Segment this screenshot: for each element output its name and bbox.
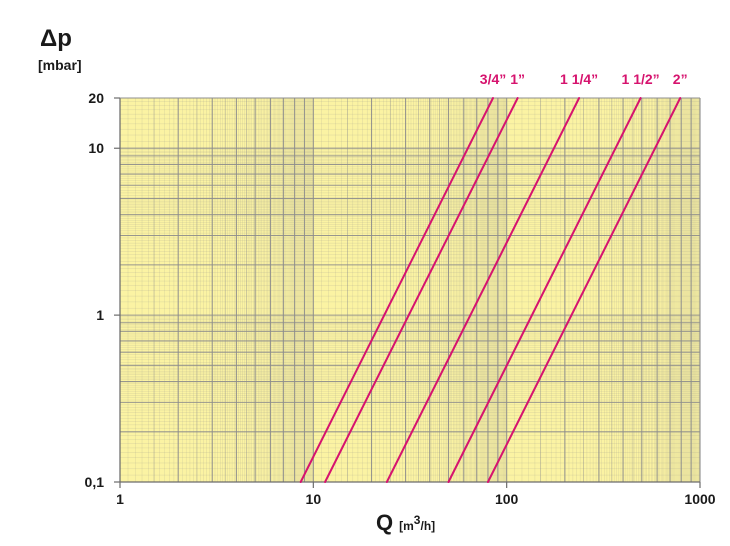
y-tick-label: 20	[88, 90, 104, 106]
grid-minor	[120, 98, 700, 482]
x-axis-title: Q [m3/h]	[376, 510, 435, 535]
x-axis-unit-pre: [m	[399, 519, 414, 533]
series-line-3	[447, 97, 642, 483]
x-axis-unit-sup: 3	[414, 513, 421, 527]
x-tick-label: 1	[116, 491, 124, 507]
series-line-4	[486, 97, 682, 483]
y-tick-labels: 0,1 1 10 20	[85, 90, 120, 490]
series-label-4: 2”	[673, 71, 688, 87]
series-label-0: 3/4”	[480, 71, 506, 87]
series-label-3: 1 1/2”	[622, 71, 660, 87]
x-tick-label: 100	[495, 491, 519, 507]
x-axis-label-main: Q	[376, 510, 393, 535]
y-tick-label: 1	[96, 307, 104, 323]
plot-background	[120, 98, 700, 482]
series-labels: 3/4” 1” 1 1/4” 1 1/2” 2”	[480, 71, 688, 87]
series-label-2: 1 1/4”	[560, 71, 598, 87]
axes	[119, 97, 700, 483]
x-axis-label: Q [m3/h]	[376, 510, 435, 535]
series-lines	[299, 97, 682, 483]
x-axis-unit-post: /h]	[420, 519, 435, 533]
y-tick-label: 10	[88, 140, 104, 156]
x-tick-labels: 1 10 100 1000	[116, 482, 716, 507]
x-tick-label: 1000	[684, 491, 715, 507]
y-tick-label: 0,1	[85, 474, 105, 490]
x-tick-label: 10	[306, 491, 322, 507]
series-label-1: 1”	[510, 71, 525, 87]
y-axis-title: Δp [mbar]	[38, 25, 82, 73]
series-line-1	[324, 97, 519, 483]
y-axis-label: Δp	[40, 25, 72, 52]
y-axis-unit: [mbar]	[38, 57, 82, 73]
series-line-2	[385, 97, 581, 483]
series-line-0	[299, 97, 495, 483]
